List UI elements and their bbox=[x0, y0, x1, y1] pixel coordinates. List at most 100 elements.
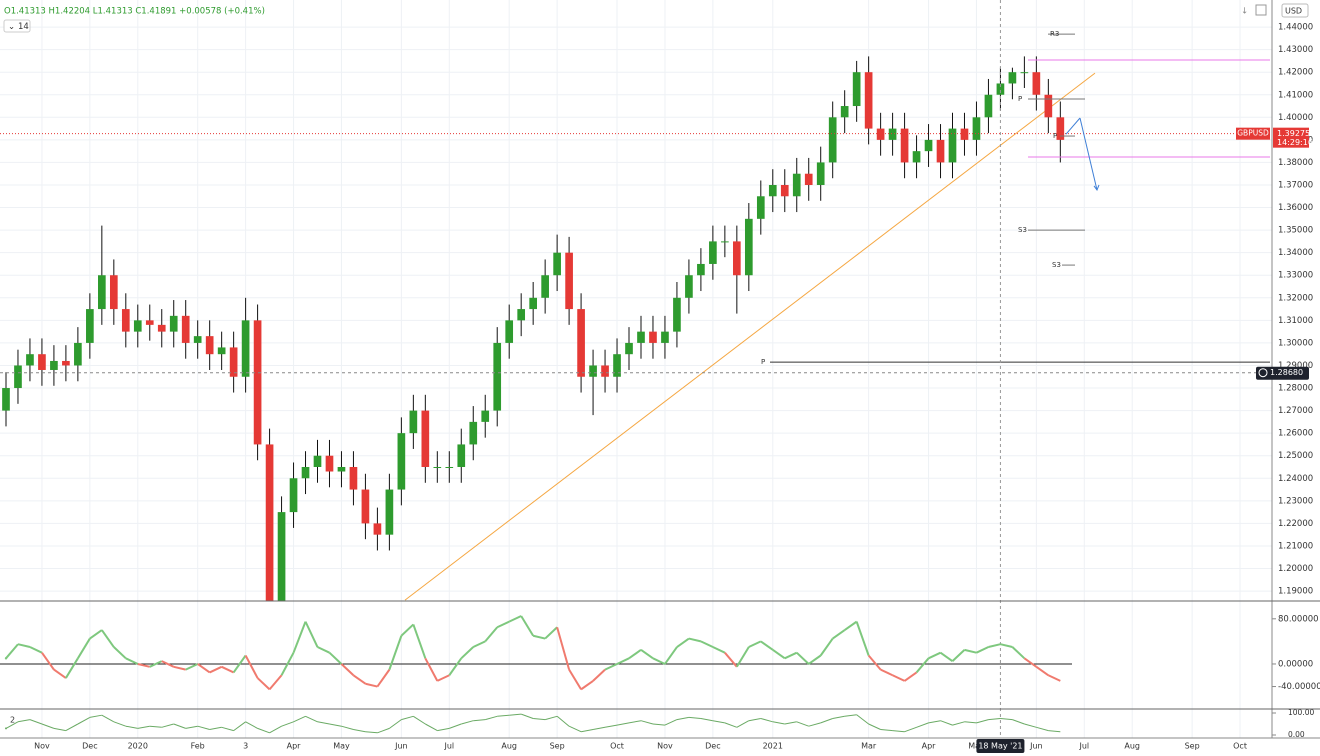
osc-segment bbox=[161, 660, 175, 668]
candle-body bbox=[145, 320, 154, 325]
fullscreen-icon[interactable] bbox=[1255, 4, 1267, 16]
pivot-label: S3 bbox=[1052, 261, 1061, 269]
line-segment bbox=[485, 715, 498, 721]
osc-segment bbox=[460, 646, 474, 660]
osc-segment bbox=[376, 669, 391, 688]
osc-segment bbox=[209, 665, 223, 674]
candle-body bbox=[601, 365, 609, 377]
candle-body bbox=[637, 331, 645, 343]
line-segment bbox=[676, 716, 690, 721]
candle-body bbox=[972, 117, 981, 140]
symbol-box bbox=[1236, 127, 1270, 140]
candle-body bbox=[1032, 72, 1041, 95]
y-tick-label: 0.00 bbox=[1288, 730, 1305, 739]
line-segment bbox=[437, 727, 450, 732]
osc-segment bbox=[244, 655, 259, 679]
candle-body bbox=[661, 331, 669, 343]
candle-body bbox=[253, 320, 262, 445]
osc-segment bbox=[652, 657, 666, 665]
candle-body bbox=[840, 106, 849, 118]
line-segment bbox=[413, 715, 426, 725]
osc-segment bbox=[604, 663, 618, 671]
osc-segment bbox=[544, 626, 558, 640]
line-segment bbox=[772, 721, 785, 725]
line-segment bbox=[868, 723, 881, 730]
osc-segment bbox=[760, 640, 774, 651]
candle-body bbox=[792, 173, 801, 197]
candle-body bbox=[721, 241, 729, 243]
download-icon[interactable]: ↓ bbox=[1241, 7, 1248, 17]
y-tick-label: 1.23000 bbox=[1278, 496, 1313, 506]
line-segment bbox=[844, 714, 857, 717]
y-tick-label: 1.25000 bbox=[1278, 451, 1313, 461]
osc-segment bbox=[580, 680, 594, 691]
line-segment bbox=[305, 715, 318, 723]
candle-body bbox=[433, 466, 442, 468]
line-segment bbox=[1012, 719, 1025, 725]
y-tick-label: -40.00000 bbox=[1278, 682, 1320, 692]
osc-segment bbox=[448, 657, 463, 676]
osc-segment bbox=[988, 643, 1001, 649]
y-tick-label: 1.40000 bbox=[1278, 113, 1313, 123]
osc-segment bbox=[1000, 643, 1013, 649]
currency-label: USD bbox=[1285, 7, 1302, 16]
pivot-label: S3 bbox=[1018, 226, 1027, 234]
osc-segment bbox=[1023, 657, 1037, 668]
candle-body bbox=[217, 347, 226, 355]
candle-body bbox=[996, 83, 1005, 95]
line-segment bbox=[545, 715, 558, 721]
osc-segment bbox=[53, 668, 67, 679]
line-segment bbox=[497, 714, 510, 717]
x-tick-label: Aug bbox=[1124, 742, 1140, 751]
candle-body bbox=[277, 512, 286, 601]
candle-body bbox=[780, 184, 789, 197]
osc-segment bbox=[424, 657, 439, 682]
line-segment bbox=[652, 723, 665, 726]
line-segment bbox=[149, 725, 162, 728]
candle-body bbox=[517, 309, 526, 321]
overlay: R3 P P S3 S3 P bbox=[0, 0, 1272, 738]
osc-segment bbox=[520, 615, 535, 637]
line-segment bbox=[760, 718, 773, 723]
line-segment bbox=[293, 715, 306, 723]
line-segment bbox=[1036, 726, 1049, 732]
line-segment bbox=[568, 725, 582, 733]
line-segment bbox=[113, 721, 126, 727]
candle-body bbox=[193, 336, 202, 343]
crosshair-date-box bbox=[976, 739, 1025, 753]
osc-segment bbox=[328, 651, 343, 665]
y-tick-label: 1.41000 bbox=[1278, 90, 1313, 100]
osc-segment bbox=[976, 646, 989, 654]
candle-body bbox=[445, 466, 454, 468]
currency-select[interactable] bbox=[1281, 3, 1309, 18]
candle-body bbox=[14, 365, 22, 389]
osc-segment bbox=[508, 615, 522, 623]
y-tick-label: 1.32000 bbox=[1278, 293, 1313, 303]
y-tick-label: 1.35000 bbox=[1278, 226, 1313, 236]
osc-segment bbox=[616, 657, 630, 665]
candle-body bbox=[613, 354, 621, 377]
line-segment bbox=[796, 721, 809, 727]
candle-body bbox=[876, 128, 885, 140]
osc-segment bbox=[317, 646, 330, 654]
line-segment bbox=[233, 721, 246, 732]
line-segment bbox=[928, 720, 941, 724]
osc-segment bbox=[964, 648, 977, 654]
indicator-toggle[interactable] bbox=[3, 19, 31, 33]
osc-segment bbox=[844, 620, 858, 631]
x-tick-label: 2021 bbox=[763, 742, 783, 751]
candle-body bbox=[457, 444, 466, 467]
candle-body bbox=[733, 241, 741, 276]
candle-body bbox=[385, 489, 394, 535]
line-segment bbox=[461, 720, 474, 725]
main-plot bbox=[2, 56, 1096, 601]
osc-segment bbox=[292, 621, 307, 654]
osc-segment bbox=[484, 626, 498, 643]
countdown-label: 14:29:16 bbox=[1277, 138, 1313, 147]
line-segment bbox=[976, 719, 989, 724]
osc-segment bbox=[149, 660, 163, 668]
line-segment bbox=[664, 719, 678, 726]
symbol-label: GBPUSD bbox=[1237, 129, 1269, 138]
line-segment bbox=[377, 727, 390, 734]
